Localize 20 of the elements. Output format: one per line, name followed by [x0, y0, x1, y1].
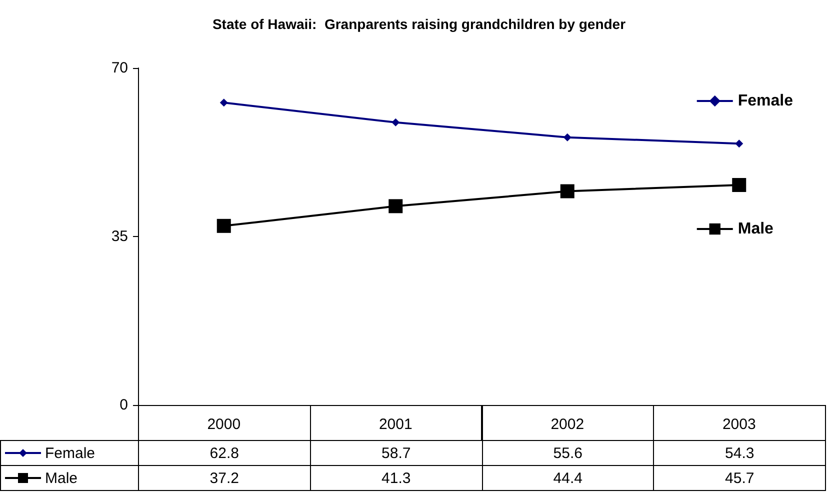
chart-title: State of Hawaii: Granparents raising grandchildren by gender	[212, 16, 626, 32]
legend-label: Female	[738, 92, 794, 110]
y-tick-label: 70	[111, 60, 128, 76]
data-label: 45.7	[653, 465, 826, 491]
data-label: 37.2	[138, 465, 311, 491]
legend-label: Male	[738, 220, 774, 238]
data-label: 41.3	[310, 465, 482, 491]
x-tick-label: 2002	[550, 416, 584, 433]
text: Female	[45, 444, 96, 462]
x-tick-label: 2003	[722, 416, 756, 433]
data-label: 55.6	[482, 440, 654, 466]
data-label: 62.8	[138, 440, 311, 466]
x-tick-label: 2001	[378, 416, 412, 433]
y-tick-label: 0	[120, 396, 128, 414]
data-label: 54.3	[653, 440, 826, 466]
data-label: 58.7	[310, 440, 482, 466]
text: Male	[45, 470, 78, 486]
x-tick-label: 2000	[207, 416, 241, 433]
data-label: 44.4	[482, 465, 654, 491]
y-tick-label: 35	[111, 228, 128, 245]
